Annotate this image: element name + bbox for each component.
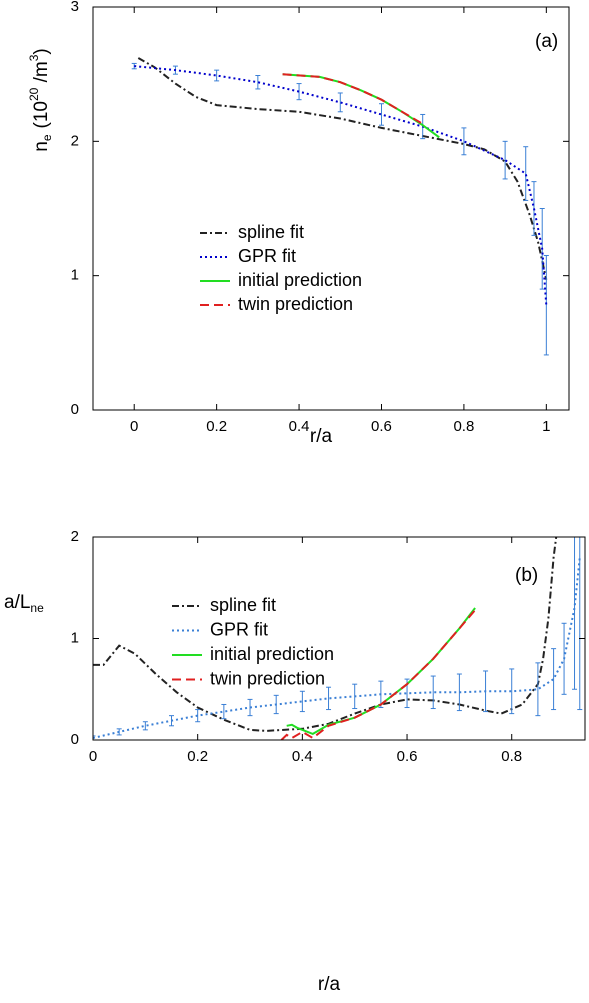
x-axis-label: r/a (310, 426, 333, 447)
y-label-part: 3 (27, 54, 41, 61)
y-tick-label: 1 (71, 629, 79, 646)
error-bar (572, 537, 578, 690)
error-bar (430, 675, 436, 710)
x-tick-label: 0 (89, 748, 97, 765)
x-tick-label: 0.6 (371, 418, 392, 435)
error-bar (195, 709, 201, 723)
y-label-part: ) (31, 48, 52, 54)
legend-label: spline fit (238, 222, 304, 242)
y-label-part: (10 (31, 101, 52, 128)
plot-area (93, 537, 583, 740)
error-bar (214, 69, 220, 82)
error-bar (509, 668, 515, 715)
x-tick-label: 0.8 (501, 748, 522, 765)
annotation: (b) (515, 565, 538, 586)
error-bar (577, 537, 583, 711)
y-axis-label: a/Lne (4, 592, 44, 615)
plot-frame (92, 6, 570, 411)
y-label-part: a/L (4, 592, 30, 613)
y-tick-label: 2 (71, 132, 79, 149)
legend-label: GPR fit (210, 619, 268, 639)
y-tick-label: 0 (71, 401, 79, 418)
error-bar (299, 690, 305, 713)
x-tick-label: 0.2 (206, 418, 227, 435)
legend-label: initial prediction (238, 270, 362, 290)
error-bar (378, 103, 384, 126)
y-label-part: n (31, 141, 52, 152)
error-bar (255, 75, 261, 90)
x-tick-label: 0.2 (187, 748, 208, 765)
y-label-part: e (40, 134, 54, 141)
series-line (280, 609, 476, 740)
error-bar (296, 83, 302, 101)
series-line (137, 57, 548, 280)
error-bar (535, 662, 541, 717)
x-tick-label: 0.4 (289, 418, 310, 435)
legend-label: initial prediction (210, 644, 334, 664)
error-bar (221, 703, 227, 720)
y-tick-label: 2 (71, 528, 79, 545)
y-tick-label: 1 (71, 267, 79, 284)
y-tick-label: 3 (71, 0, 79, 15)
y-label-part: ne (30, 601, 44, 615)
x-tick-label: 1 (542, 418, 550, 435)
error-bar (551, 648, 557, 711)
error-bar (337, 92, 343, 113)
error-bar (326, 686, 332, 711)
annotation: (a) (535, 31, 558, 52)
error-bar (523, 146, 529, 201)
error-bar (142, 721, 148, 731)
series-line (282, 73, 424, 125)
legend-label: twin prediction (210, 668, 325, 688)
legend-label: GPR fit (238, 246, 296, 266)
y-label-part: 20 (27, 87, 41, 101)
x-tick-label: 0.8 (453, 418, 474, 435)
legend-label: spline fit (210, 595, 276, 615)
error-bar (461, 127, 467, 156)
x-axis-label: r/a (318, 974, 341, 995)
legend-label: twin prediction (238, 294, 353, 314)
x-tick-label: 0 (130, 418, 138, 435)
error-bar (93, 735, 96, 740)
x-tick-label: 0.4 (292, 748, 313, 765)
plot-area (131, 57, 549, 356)
y-axis-label: ne (1020 /m3) (27, 48, 54, 152)
x-tick-label: 0.6 (397, 748, 418, 765)
series-line (93, 537, 558, 732)
error-bar (543, 255, 549, 356)
y-label-part: /m (31, 61, 52, 87)
y-tick-label: 0 (71, 731, 79, 748)
series-line (282, 73, 440, 139)
error-bar (502, 140, 508, 180)
